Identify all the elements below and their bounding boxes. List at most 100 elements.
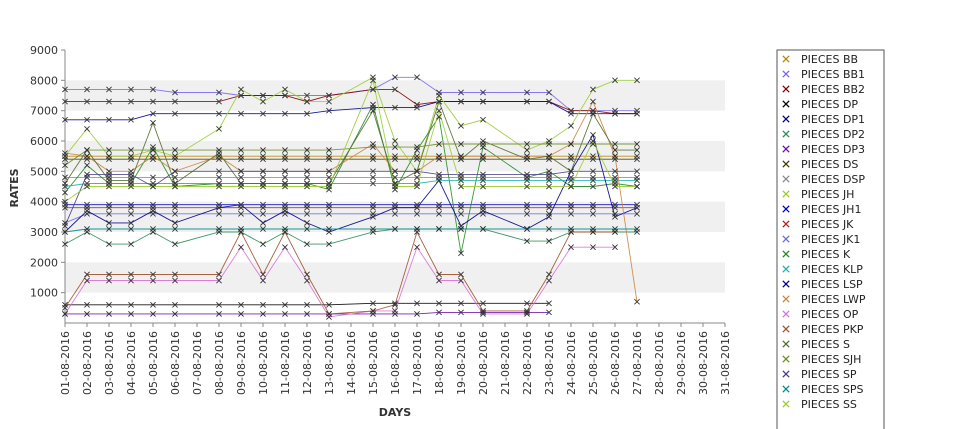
data-point [172, 174, 178, 181]
data-point [282, 244, 288, 251]
y-tick-label: 5000 [30, 165, 58, 178]
data-point [414, 244, 420, 251]
data-point [128, 241, 134, 248]
data-point [216, 277, 222, 284]
data-point [634, 156, 640, 163]
data-point [634, 147, 640, 154]
data-point [414, 310, 420, 317]
data-point [612, 77, 618, 84]
data-point [62, 241, 68, 248]
data-point [436, 300, 442, 307]
legend-marker [782, 400, 790, 408]
data-point [568, 210, 574, 217]
data-point [326, 301, 332, 308]
data-point [392, 74, 398, 81]
x-tick-label: 23-08-2016 [543, 331, 556, 395]
data-point [458, 300, 464, 307]
legend-marker [782, 355, 790, 363]
data-point [128, 210, 134, 217]
data-point [150, 277, 156, 284]
data-point [282, 207, 288, 214]
data-point [62, 189, 68, 196]
data-point [62, 116, 68, 123]
x-tick-label: 13-08-2016 [323, 331, 336, 395]
data-point [458, 122, 464, 129]
data-point [458, 277, 464, 284]
data-point [106, 241, 112, 248]
data-point [128, 219, 134, 226]
x-tick-label: 10-08-2016 [257, 331, 270, 395]
data-point [370, 144, 376, 150]
data-point [216, 210, 222, 217]
legend-marker [782, 295, 790, 303]
data-point [524, 171, 530, 178]
data-point [568, 122, 574, 129]
data-point [370, 180, 376, 187]
data-point [612, 177, 618, 184]
data-point [128, 226, 134, 232]
data-point [458, 171, 464, 178]
data-point [260, 210, 266, 217]
data-point [436, 226, 442, 232]
data-point [612, 110, 618, 117]
data-point [106, 301, 112, 308]
data-point [568, 141, 574, 147]
data-point [238, 110, 244, 117]
data-point [304, 277, 310, 284]
data-point [392, 104, 398, 111]
data-point [436, 210, 442, 217]
data-point [480, 307, 486, 314]
data-point [172, 241, 178, 248]
x-tick-label: 14-08-2016 [345, 331, 358, 395]
data-point [634, 141, 640, 147]
data-point [216, 168, 222, 175]
data-point [304, 301, 310, 308]
data-point [568, 177, 574, 184]
data-point [62, 198, 68, 205]
data-point [414, 168, 420, 175]
data-point [260, 147, 266, 154]
x-axis: 01-08-2016 02-08-2016 03-08-2016 04-08-2016… [59, 322, 732, 395]
x-tick-label: 16-08-2016 [389, 331, 402, 395]
legend-marker [782, 190, 790, 198]
data-point [524, 141, 530, 147]
data-point [480, 116, 486, 123]
data-point [414, 174, 420, 181]
data-point [216, 147, 222, 154]
x-tick-label: 04-08-2016 [125, 331, 138, 395]
data-point [414, 210, 420, 217]
data-point [414, 144, 420, 150]
data-point [304, 310, 310, 317]
data-point [546, 309, 552, 316]
legend-marker [782, 340, 790, 348]
data-point [634, 168, 640, 175]
data-point [282, 86, 288, 93]
data-point [238, 92, 244, 99]
legend-box [776, 49, 885, 429]
data-point [458, 177, 464, 184]
data-point [326, 204, 332, 211]
data-point [282, 147, 288, 154]
data-point [106, 271, 112, 278]
data-point [62, 229, 68, 235]
x-tick-label: 29-08-2016 [675, 331, 688, 395]
y-tick-label: 3000 [30, 226, 58, 239]
data-point [634, 110, 640, 117]
x-tick-label: 18-08-2016 [433, 331, 446, 395]
series-line [64, 228, 637, 233]
data-point [106, 116, 112, 123]
data-point [172, 153, 178, 160]
data-point [326, 98, 332, 105]
data-point [172, 310, 178, 317]
x-tick-label: 20-08-2016 [477, 331, 490, 395]
legend-label: PIECES S [801, 338, 850, 351]
legend-marker [782, 370, 790, 378]
data-point [634, 77, 640, 84]
data-point [436, 141, 442, 147]
data-point [546, 177, 552, 184]
data-point [436, 277, 442, 284]
data-point [304, 226, 310, 232]
data-point [216, 271, 222, 278]
data-point [392, 226, 398, 232]
data-point [370, 107, 376, 114]
